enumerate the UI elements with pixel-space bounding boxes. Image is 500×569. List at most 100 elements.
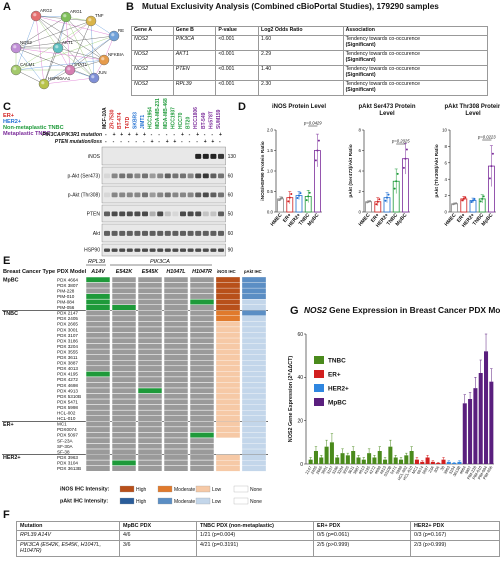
y-tick-label: 20 [297, 418, 303, 424]
pdx-model-label: PIM-056 [57, 305, 75, 310]
blot-label: HSP90 [84, 247, 100, 253]
bar [351, 451, 356, 464]
mutation-cell [137, 348, 163, 355]
bar [404, 455, 409, 464]
mutation-cell [85, 282, 111, 289]
bar [372, 457, 377, 464]
cell-line-label: Hs578T [208, 111, 214, 129]
inos-ihc-cell [215, 393, 241, 400]
mutation-cell [137, 343, 163, 350]
table-header-row: Gene A Gene B P-value Log2 Odds Ratio As… [131, 26, 489, 36]
cell-p: <0.001 [215, 34, 260, 51]
pakt-ihc-cell [241, 360, 267, 366]
mutation-cell [137, 304, 163, 311]
mutation-cell [163, 404, 189, 411]
mutation-cell [163, 443, 189, 450]
pten-mark: + [166, 139, 169, 145]
panel-f-letter: F [3, 509, 10, 521]
bar [308, 459, 313, 464]
data-point [404, 157, 407, 160]
pakt-legend-label: Low [212, 499, 222, 505]
pakt-ihc-cell [241, 321, 267, 328]
blot-label: Akt [93, 231, 101, 237]
y-axis-label: NOS2 Gene Expression (2^ΔΔCT) [288, 356, 294, 443]
inos-ihc-cell [215, 287, 241, 294]
pakt-legend-label: None [250, 499, 262, 505]
mutation-cell [189, 360, 215, 367]
pten-mark: - [143, 139, 145, 145]
mutation-cell [189, 398, 215, 405]
inos-ihc-cell [215, 337, 241, 344]
mutation-cell [137, 376, 163, 383]
y-tick-label: 0.5 [267, 189, 274, 194]
cell-line-label: MDA-MB-231 [155, 98, 161, 129]
pdx-model-label: SF-23A [57, 438, 74, 443]
inos-ihc-cell [215, 276, 241, 283]
cell-line-label: MCF-10A [102, 107, 108, 129]
x-tick-label: 3555 [341, 465, 350, 475]
mutation-mark: + [219, 132, 222, 138]
network-edge [57, 47, 105, 61]
x-tick-label: 4013 [357, 465, 366, 475]
y-tick-label: 2.0 [267, 128, 274, 133]
col-pdx-model: PDX Model [57, 269, 87, 275]
network-edge [69, 20, 92, 71]
inos-ihc-cell [215, 410, 241, 416]
gene-rpl39-label: RPL39 [88, 259, 105, 265]
mutation-cell [85, 465, 111, 472]
mutation-cell [111, 393, 137, 400]
y-tick-label: 8 [445, 144, 448, 149]
mutation-cell [189, 298, 215, 306]
mutation-cell [85, 354, 111, 361]
table-row: NOS2 PTEN <0.001 1.40 Tendency towards co-oc… [131, 64, 489, 81]
pakt-legend-swatch [195, 497, 211, 505]
data-point [393, 187, 396, 190]
x-tick-label: 3204 [336, 464, 345, 475]
network-edge [65, 16, 105, 61]
mutation-cell [85, 360, 111, 367]
legend-label: TNBC [328, 358, 346, 365]
mutation-cell [85, 371, 111, 378]
chart-title: iNOS Protein Level [272, 104, 326, 110]
cell-a: NOS2 [131, 79, 174, 96]
bar [430, 461, 435, 464]
chart-title-line2: Level [465, 111, 481, 117]
network-edge [43, 35, 115, 85]
mutation-cell [163, 276, 189, 283]
cell-lor: 1.60 [258, 34, 344, 51]
data-point [278, 199, 281, 202]
pakt-ihc-cell [241, 354, 267, 361]
y-tick-label: 0 [445, 210, 448, 215]
bar [414, 459, 419, 464]
mutation-cell [111, 354, 137, 361]
table-row: NOS2 RPL39 <0.001 2.30 Tendency towards co-o… [131, 79, 489, 96]
pdx-model-label: PDX 5097 [57, 433, 78, 438]
cell-b: RPL39 [172, 79, 217, 96]
bar [335, 457, 340, 464]
x-tick-label: ER+ [282, 212, 293, 223]
cell-tnbc: 4/21 (p=0.3191) [196, 539, 314, 557]
mutation-mark: - [166, 132, 168, 138]
y-tick-label: 0 [359, 210, 362, 215]
data-point [290, 192, 293, 195]
mutation-cell [85, 293, 111, 300]
x-tick-label: 4913 [378, 465, 387, 475]
protein-bar-chart: iNOS Protein Level 0.0 0.5 1.0 1.5 2.0 iNOS/HS… [260, 104, 326, 229]
bar [313, 451, 318, 464]
panel-g-title: NOS2 Gene Expression in Breast Cancer PD… [304, 305, 500, 315]
mutation-cell [137, 426, 163, 433]
pdx-model-label: PDX 2665 [57, 322, 78, 327]
pdx-model-label: PDX 3001 [57, 327, 78, 332]
blot-kda: 60 [228, 193, 234, 199]
mutation-mark: + [196, 132, 199, 138]
chart-title: pAkt Ser473 Protein [358, 104, 415, 110]
network-node-label: ARG1 [70, 9, 83, 14]
pdx-model-label: SF-38 [57, 449, 70, 454]
cell-a: NOS2 [131, 34, 174, 51]
cell-lor: 2.29 [258, 49, 344, 66]
pakt-ihc-cell [241, 315, 267, 322]
y-tick-label: 60 [297, 332, 303, 338]
inos-legend-label: High [136, 487, 147, 493]
